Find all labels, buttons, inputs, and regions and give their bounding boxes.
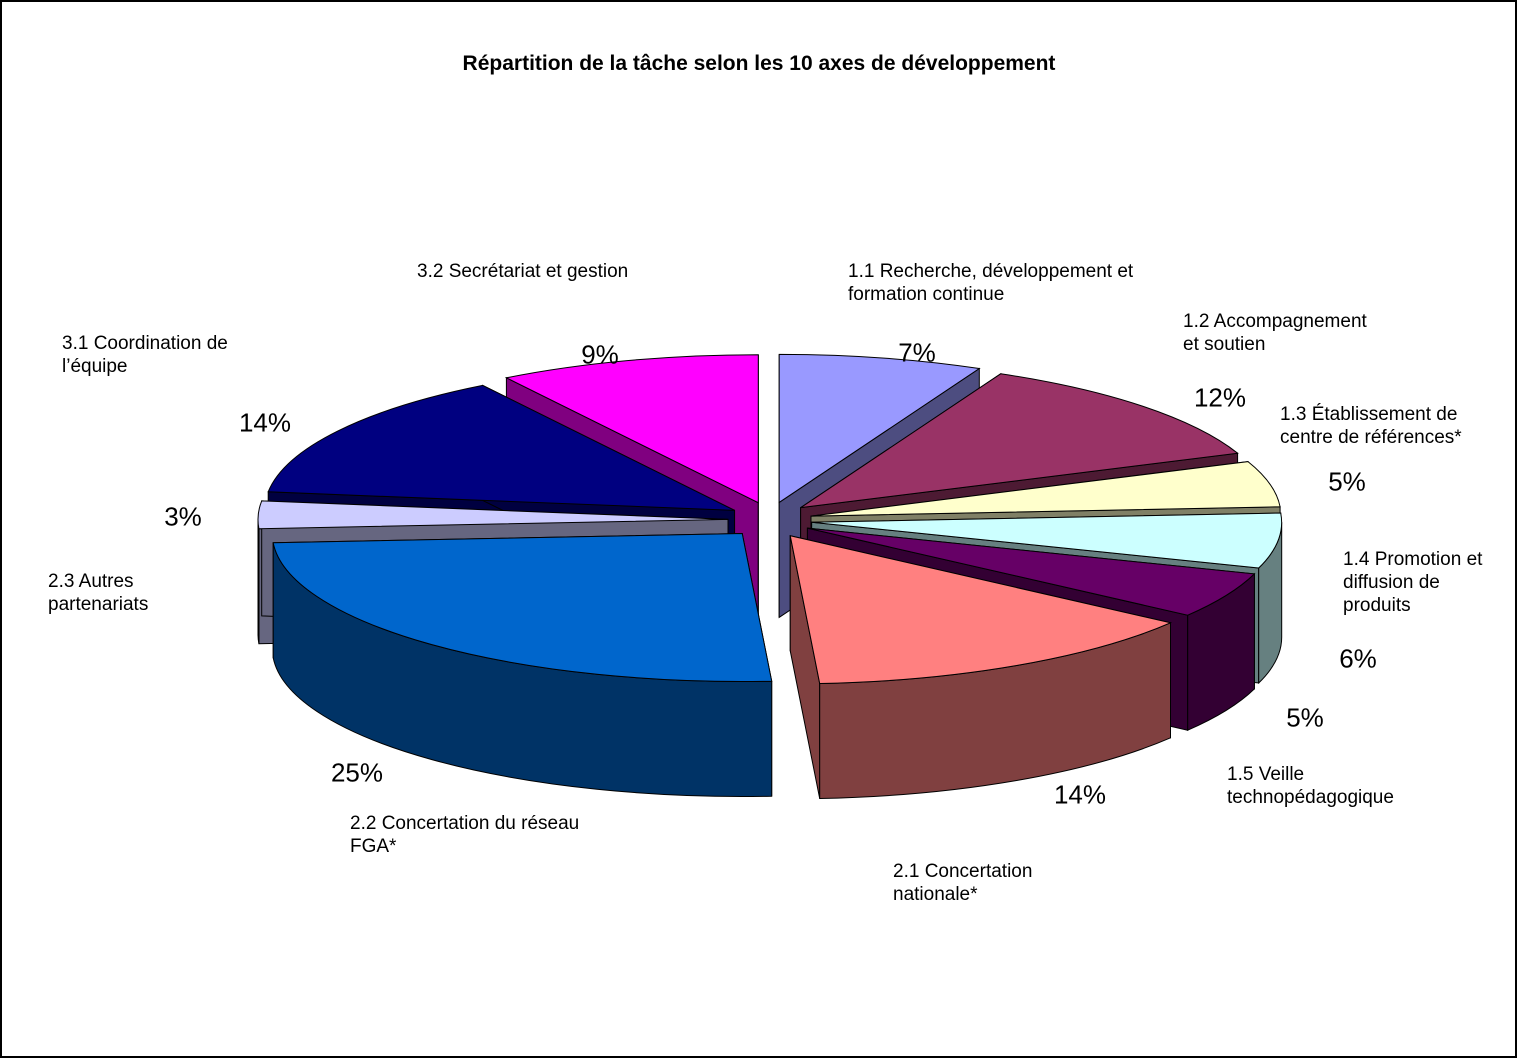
category-label: 1.4 Promotion et diffusion de produits bbox=[1343, 549, 1483, 616]
value-label: 25% bbox=[330, 757, 384, 788]
chart-title: Répartition de la tâche selon les 10 axe… bbox=[462, 52, 1056, 75]
value-label: 6% bbox=[1339, 643, 1377, 674]
value-label: 3% bbox=[164, 501, 202, 532]
category-label: 2.2 Concertation du réseau FGA* bbox=[350, 813, 580, 857]
slice-top bbox=[257, 500, 729, 530]
category-label: 1.3 Établissement de centre de référence… bbox=[1280, 404, 1462, 448]
slice-top bbox=[267, 384, 735, 511]
value-label: 14% bbox=[1053, 779, 1107, 810]
slice-top bbox=[800, 373, 1239, 509]
slice-top bbox=[272, 532, 773, 682]
category-label: 1.5 Veille technopédagogique bbox=[1227, 764, 1394, 808]
category-label: 2.3 Autres partenariats bbox=[48, 571, 149, 615]
value-label: 14% bbox=[238, 407, 292, 438]
category-label: 3.2 Secrétariat et gestion bbox=[417, 261, 629, 282]
value-label: 12% bbox=[1193, 382, 1247, 413]
slice-wall bbox=[257, 519, 260, 644]
value-label: 9% bbox=[581, 339, 619, 370]
category-label: 1.2 Accompagnement et soutien bbox=[1183, 311, 1367, 355]
slice-top bbox=[811, 512, 1283, 569]
slice-top bbox=[810, 461, 1281, 517]
category-label: 3.1 Coordination de l’équipe bbox=[62, 333, 228, 377]
slice-top bbox=[504, 354, 759, 504]
category-label: 2.1 Concertation nationale* bbox=[893, 861, 1033, 905]
value-label: 5% bbox=[1286, 702, 1324, 733]
category-label: 1.1 Recherche, développement et formatio… bbox=[848, 261, 1134, 305]
slice-top bbox=[807, 527, 1256, 616]
slice-top bbox=[789, 535, 1173, 685]
slice-top bbox=[778, 353, 981, 504]
value-label: 7% bbox=[898, 337, 936, 368]
value-label: 5% bbox=[1328, 466, 1366, 497]
